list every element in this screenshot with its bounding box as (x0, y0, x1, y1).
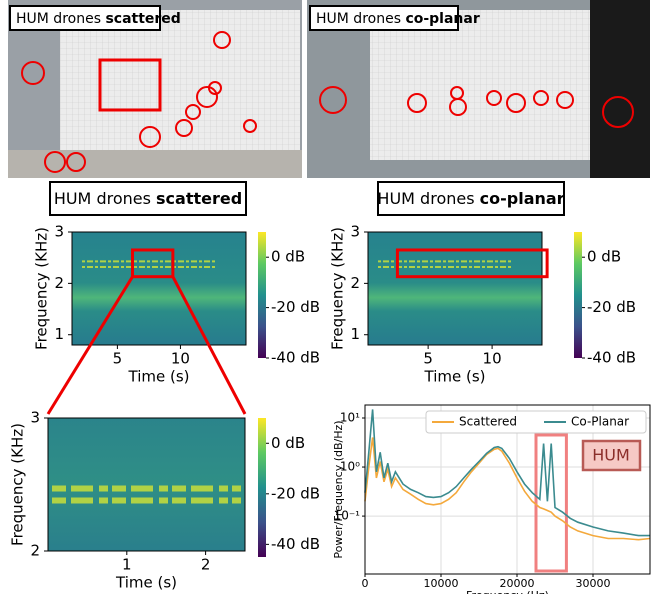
x-tick-label: 5 (423, 350, 433, 368)
annotation: HUM (592, 446, 630, 465)
zoom-connector (171, 275, 247, 415)
series-line (364, 409, 650, 537)
x-axis-label: Frequency (Hz) (466, 589, 549, 594)
panel-header: HUM drones scattered (49, 181, 247, 216)
colorbar-tick-label: -20 dB (271, 484, 320, 502)
y-axis-label: Frequency (KHz) (9, 423, 27, 546)
x-tick-label: 20000 (500, 577, 535, 590)
x-axis-label: Time (s) (424, 368, 486, 386)
highlight-band (534, 433, 568, 573)
header-emphasis: scattered (156, 189, 242, 208)
header-emphasis: co-planar (480, 189, 565, 208)
x-tick-label: 5 (113, 350, 123, 368)
header-text: HUM drones (54, 189, 151, 208)
y-tick-label: 2 (54, 274, 64, 292)
plot-frame (47, 417, 246, 552)
y-axis-label: Frequency (KHz) (33, 227, 51, 350)
label-emphasis: scattered (105, 11, 180, 27)
colorbar-tick-label: 0 dB (587, 248, 621, 266)
zoom-box (131, 248, 175, 279)
y-tick-label: 3 (54, 223, 64, 241)
x-tick-label: 2 (201, 556, 211, 574)
colorbar-tick-label: -20 dB (587, 298, 636, 316)
y-tick-label: 1 (54, 325, 64, 343)
y-tick-label: 10⁻¹ (334, 509, 361, 523)
svg-text:HUM drones co-planar: HUM drones co-planar (377, 189, 564, 208)
x-tick-label: 1 (122, 556, 132, 574)
label-text: HUM drones (316, 11, 401, 27)
colorbar-tick-label: -20 dB (271, 298, 320, 316)
x-tick-label: 10000 (424, 577, 459, 590)
zoom-connector (46, 275, 134, 415)
x-tick-label: 10 (171, 350, 190, 368)
annotation-box (581, 439, 642, 472)
header-text: HUM drones (377, 189, 474, 208)
label-text: HUM drones (16, 11, 101, 27)
x-axis-label: Time (s) (115, 574, 177, 592)
y-tick-label: 2 (350, 274, 360, 292)
plot-frame (364, 404, 651, 575)
colorbar (258, 418, 266, 557)
colorbar-tick-label: -40 dB (271, 535, 320, 553)
y-tick-label: 3 (350, 223, 360, 241)
y-tick-label: 3 (30, 409, 40, 427)
plot-frame (71, 231, 247, 346)
y-axis-label: Frequency (KHz) (329, 227, 347, 350)
y-axis-label: Power/Frequency (dB/Hz) (332, 420, 345, 558)
x-axis-label: Time (s) (128, 368, 190, 386)
y-tick-label: 10⁰ (340, 460, 360, 474)
zoom-box (395, 248, 549, 279)
x-tick-label: 0 (362, 577, 369, 590)
y-tick-label: 1 (350, 325, 360, 343)
colorbar-tick-label: -40 dB (587, 349, 636, 367)
x-tick-label: 10 (483, 350, 502, 368)
legend-label: Co-Planar (571, 415, 629, 429)
colorbar-tick-label: 0 dB (271, 434, 305, 452)
colorbar (258, 232, 266, 358)
svg-text:HUM drones co-planar: HUM drones co-planar (316, 11, 480, 27)
photo-label: HUM drones co-planar (309, 5, 480, 31)
x-tick-label: 30000 (576, 577, 611, 590)
colorbar-tick-label: -40 dB (271, 349, 320, 367)
legend-box (425, 410, 647, 434)
svg-text:HUM drones scattered: HUM drones scattered (54, 189, 242, 208)
colorbar (574, 232, 582, 358)
colorbar-tick-label: 0 dB (271, 248, 305, 266)
legend-label: Scattered (459, 415, 517, 429)
y-tick-label: 2 (30, 542, 40, 560)
svg-text:HUM drones scattered: HUM drones scattered (16, 11, 181, 27)
photo-label: HUM drones scattered (9, 5, 181, 31)
panel-header: HUM drones co-planar (377, 181, 565, 216)
plot-frame (367, 231, 543, 346)
spectrogram-image (48, 418, 245, 551)
y-tick-label: 10¹ (340, 410, 360, 424)
label-emphasis: co-planar (405, 11, 479, 27)
